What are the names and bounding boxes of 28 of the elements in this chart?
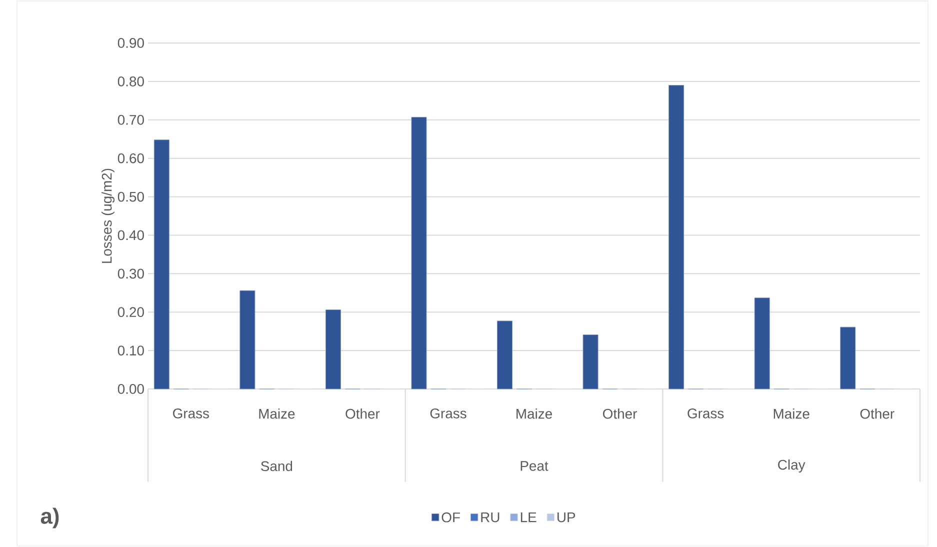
- legend-label: UP: [558, 512, 576, 522]
- legend-label: OF: [442, 512, 460, 522]
- text: Clay: [778, 459, 806, 472]
- y-tick-label: 0.30: [118, 268, 144, 279]
- x-tick-label: Grass: [430, 408, 466, 418]
- text: Peat: [520, 461, 548, 471]
- text: Sand: [261, 460, 292, 472]
- y-tick-label: 0.70: [118, 114, 144, 125]
- y-tick-label: 0.00: [118, 384, 144, 394]
- x-tick-label: Maize: [774, 408, 810, 419]
- y-tick-label: 0.80: [118, 76, 144, 86]
- x-tick-label: Maize: [259, 408, 295, 419]
- y-axis-title: Losses (ug/m2): [102, 168, 114, 263]
- y-tick-label: 0.60: [118, 153, 144, 164]
- y-tick-label: 0.40: [118, 230, 144, 240]
- y-tick-label: 0.20: [118, 307, 144, 318]
- x-tick-label: Other: [603, 408, 638, 419]
- text: a): [40, 508, 59, 528]
- legend-label: RU: [481, 512, 500, 522]
- x-tick-label: Grass: [688, 408, 724, 418]
- y-tick-label: 0.90: [118, 38, 144, 48]
- legend-label: LE: [520, 512, 536, 522]
- y-tick-label: 0.10: [118, 346, 144, 356]
- x-tick-label: Other: [346, 408, 380, 419]
- y-tick-label: 0.50: [118, 192, 144, 202]
- x-tick-label: Other: [860, 408, 894, 419]
- x-tick-label: Maize: [516, 408, 552, 419]
- x-tick-label: Grass: [173, 408, 209, 418]
